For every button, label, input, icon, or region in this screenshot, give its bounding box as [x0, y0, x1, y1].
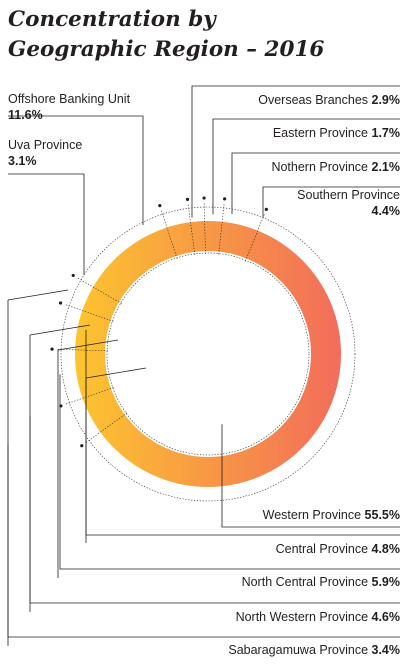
slice-label-name: Central Province [276, 542, 372, 556]
separator-dot [80, 444, 84, 448]
slice-label-value: 55.5% [365, 508, 400, 522]
separator-dot [264, 207, 268, 211]
slice-label-name: North Central Province [242, 575, 372, 589]
slice-label-name: Nothern Province [271, 160, 371, 174]
separator-dot [223, 197, 227, 201]
slice-label: Eastern Province 1.7% [273, 126, 400, 140]
separator-dot [185, 197, 190, 201]
slice-label-value: 5.9% [372, 575, 401, 589]
separator-dot [58, 301, 63, 305]
slice-label-value: 1.7% [372, 126, 401, 140]
outer-dotted-circle [60, 206, 356, 502]
leader-lines [7, 85, 400, 646]
separator-dot [158, 204, 162, 208]
slice-label-value: 2.9% [372, 93, 401, 107]
leader-line [212, 118, 400, 215]
chart-title-line-1: Concentration by [8, 7, 217, 32]
slice-label-value: 11.6% [8, 108, 43, 122]
slice-label: Central Province 4.8% [276, 542, 400, 556]
slice-label-name: Uva Province [8, 138, 82, 152]
slice-label: Western Province 55.5% [263, 508, 400, 522]
slice-label-value: 3.1% [8, 154, 37, 168]
inner-dotted-circle [106, 252, 310, 456]
slice-label-value: 4.6% [372, 610, 401, 624]
separator-dot [71, 273, 75, 278]
slice-label-value: 4.4% [372, 204, 401, 218]
slice-label: North Western Province 4.6% [236, 610, 400, 624]
leader-stem [57, 339, 119, 351]
leader-line [262, 186, 400, 219]
leader-line [191, 85, 400, 218]
leader-line [59, 374, 400, 570]
slice-labels: Overseas Branches 2.9% Eastern Province 1… [8, 92, 400, 657]
leader-stem [85, 367, 147, 379]
leader-stem [7, 289, 69, 301]
slice-label-name: Offshore Banking Unit [8, 92, 131, 106]
slice-label: North Central Province 5.9% [242, 575, 400, 589]
leader-line [231, 152, 400, 215]
slice-label: Overseas Branches 2.9% [258, 93, 400, 107]
slice-label: Sabaragamuwa Province 3.4% [228, 643, 400, 657]
donut-ring [75, 221, 341, 487]
slice-label-value: 2.1% [372, 160, 401, 174]
slice-label-value: 4.8% [372, 542, 401, 556]
slice-label-name: Overseas Branches [258, 93, 371, 107]
separator-dot [50, 347, 54, 351]
chart-title-line-2: Geographic Region – 2016 [8, 37, 324, 62]
separator-dot [202, 196, 206, 200]
leader-stem [29, 324, 91, 336]
slice-label-name: Sabaragamuwa Province [228, 643, 371, 657]
slice-label: Nothern Province 2.1% [271, 160, 400, 174]
leader-line [221, 424, 400, 528]
leader-line [8, 115, 144, 225]
slice-label-name: Southern Province [297, 188, 400, 202]
slice-label-value: 3.4% [372, 643, 401, 657]
slice-label-name: North Western Province [236, 610, 372, 624]
slice-label-name: Eastern Province [273, 126, 372, 140]
leader-line [8, 173, 85, 275]
slice-label-name: Western Province [263, 508, 365, 522]
